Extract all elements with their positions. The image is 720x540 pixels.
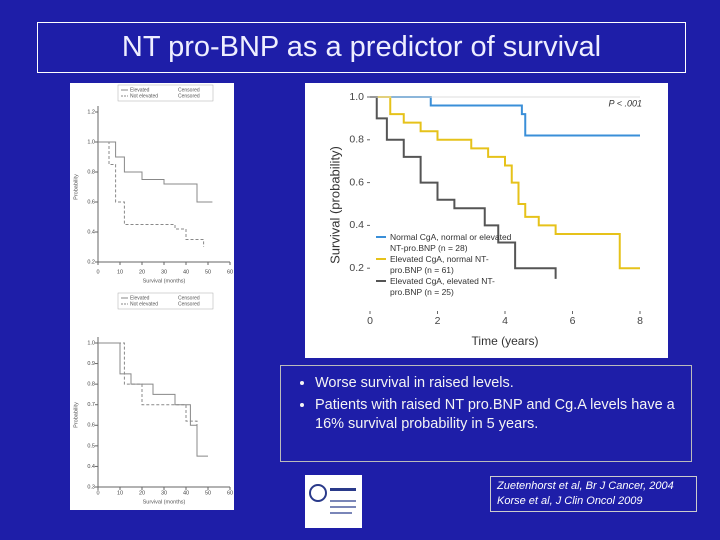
legend-label: Elevated — [130, 295, 150, 301]
legend-label: Normal CgA, normal or elevated NT-pro.BN… — [390, 232, 512, 253]
x-tick-label: 50 — [205, 269, 211, 275]
y-tick-label: 0.3 — [87, 484, 95, 490]
x-axis-label: Survival (months) — [143, 278, 186, 284]
legend: Normal CgA, normal or elevated NT-pro.BN… — [376, 232, 516, 298]
x-tick-label: 4 — [502, 315, 508, 327]
survival-curve — [370, 96, 557, 279]
y-tick-label: 1.0 — [349, 91, 364, 103]
legend-swatch — [376, 258, 386, 260]
survival-curve — [98, 342, 198, 426]
y-tick-label: 0.5 — [87, 443, 95, 449]
x-tick-label: 10 — [117, 490, 123, 496]
legend-label: Censored — [178, 93, 200, 99]
y-tick-label: 0.8 — [87, 169, 95, 175]
legend-label: Elevated CgA, normal NT-pro.BNP (n = 61) — [390, 254, 489, 275]
legend-box — [117, 84, 214, 102]
legend-label: Elevated CgA, elevated NT-pro.BNP (n = 2… — [390, 276, 495, 297]
y-tick-label: 0.4 — [87, 229, 95, 235]
x-tick-label: 60 — [227, 269, 233, 275]
y-tick-label: 0.6 — [349, 176, 364, 188]
x-tick-label: 40 — [183, 269, 189, 275]
y-axis-label: Probability — [73, 402, 79, 428]
left-chart-panel — [70, 83, 234, 291]
citation: Zuetenhorst et al, Br J Cancer, 2004 — [497, 480, 674, 492]
legend-box — [117, 292, 214, 310]
y-tick-label: 1.0 — [87, 340, 95, 346]
logo — [305, 475, 362, 528]
y-tick-label: 0.2 — [87, 259, 95, 265]
x-tick-label: 0 — [367, 315, 373, 327]
slide-title: NT pro-BNP as a predictor of survival — [37, 22, 686, 73]
bullet: Patients with raised NT pro.BNP and Cg.A… — [315, 396, 681, 434]
citation: Korse et al, J Clin Oncol 2009 — [497, 495, 643, 507]
y-axis-label: Survival (probability) — [327, 146, 342, 264]
y-tick-label: 0.4 — [87, 464, 95, 470]
legend-label: Not elevated — [130, 93, 158, 99]
legend-label: Censored — [178, 87, 200, 93]
legend-item: Elevated CgA, normal NT-pro.BNP (n = 61) — [376, 254, 516, 275]
x-tick-label: 50 — [205, 490, 211, 496]
x-tick-label: 40 — [183, 490, 189, 496]
survival-curve — [98, 141, 213, 203]
y-tick-label: 1.0 — [87, 139, 95, 145]
bullet-box: Worse survival in raised levels. Patient… — [280, 365, 692, 462]
y-axis-label: Probability — [73, 174, 79, 200]
x-tick-label: 2 — [435, 315, 441, 327]
x-axis-label: Time (years) — [472, 334, 539, 348]
legend-label: Censored — [178, 295, 200, 301]
legend-item: Normal CgA, normal or elevated NT-pro.BN… — [376, 232, 516, 253]
legend-item: Elevated CgA, elevated NT-pro.BNP (n = 2… — [376, 276, 516, 297]
y-tick-label: 0.4 — [349, 219, 364, 231]
x-tick-label: 0 — [96, 490, 99, 496]
y-tick-label: 0.8 — [349, 134, 364, 146]
x-tick-label: 60 — [227, 490, 233, 496]
y-tick-label: 0.8 — [87, 382, 95, 388]
legend-swatch — [376, 280, 386, 282]
survival-curve — [98, 141, 205, 247]
x-tick-label: 20 — [139, 490, 145, 496]
y-tick-label: 0.6 — [87, 199, 95, 205]
y-tick-label: 0.7 — [87, 402, 95, 408]
bullet: Worse survival in raised levels. — [315, 374, 681, 393]
citation-box: Zuetenhorst et al, Br J Cancer, 2004 Kor… — [490, 476, 697, 512]
survival-curve — [370, 96, 640, 137]
x-tick-label: 0 — [96, 269, 99, 275]
x-tick-label: 20 — [139, 269, 145, 275]
y-tick-label: 0.9 — [87, 361, 95, 367]
x-tick-label: 30 — [161, 269, 167, 275]
x-tick-label: 8 — [637, 315, 643, 327]
y-tick-label: 0.6 — [87, 423, 95, 429]
y-tick-label: 1.2 — [87, 109, 95, 115]
legend-label: Elevated — [130, 87, 150, 93]
main-chart-panel — [305, 83, 668, 358]
left-chart-panel — [70, 291, 234, 510]
legend-swatch — [376, 236, 386, 238]
x-tick-label: 30 — [161, 490, 167, 496]
x-tick-label: 10 — [117, 269, 123, 275]
legend-label: Not elevated — [130, 301, 158, 307]
x-tick-label: 6 — [570, 315, 576, 327]
y-tick-label: 0.2 — [349, 262, 364, 274]
annotation: P < .001 — [609, 98, 642, 108]
survival-curve — [98, 342, 208, 457]
legend-label: Censored — [178, 301, 200, 307]
x-axis-label: Survival (months) — [143, 499, 186, 505]
survival-curve — [370, 96, 640, 270]
